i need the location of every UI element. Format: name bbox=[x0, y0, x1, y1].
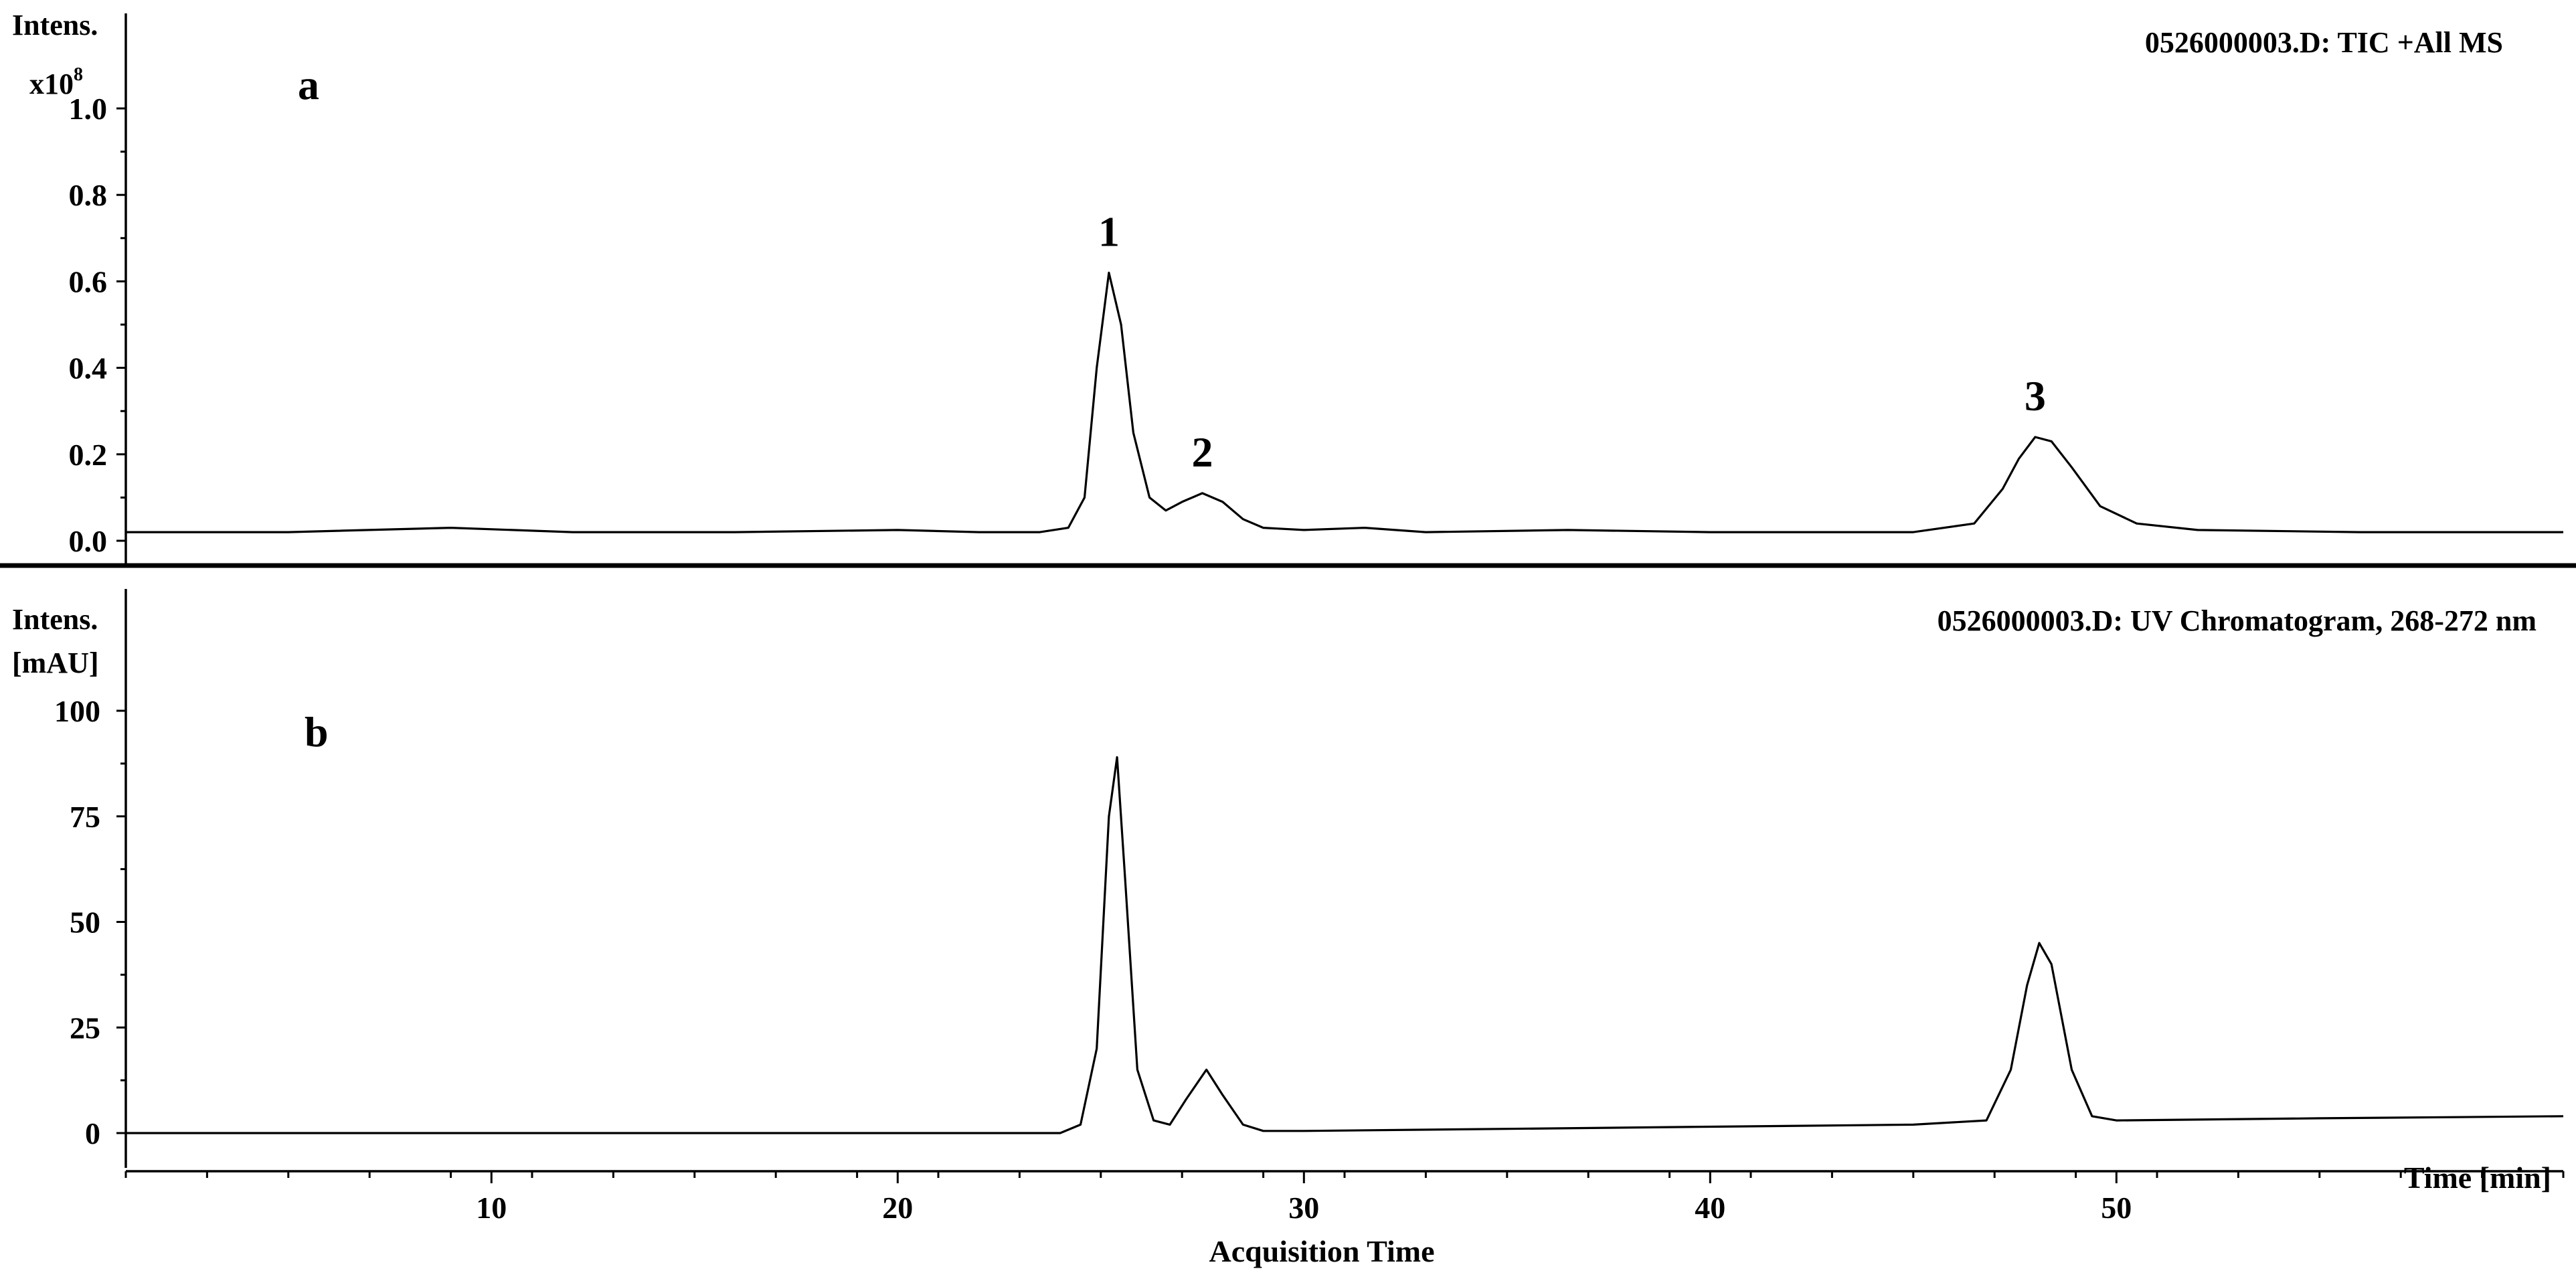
panel-a-y-tick-label-5: 1.0 bbox=[69, 92, 108, 126]
x-tick-label-4: 50 bbox=[2101, 1191, 2132, 1225]
panel-b-y-tick-label-0: 0 bbox=[85, 1116, 100, 1150]
panel-a-y-axis-label: Intens. bbox=[12, 9, 98, 41]
peak-label-3: 3 bbox=[2025, 372, 2046, 420]
panel-a-y-tick-label-4: 0.8 bbox=[69, 178, 108, 212]
panel-b-trace bbox=[126, 756, 2564, 1134]
x-axis-unit-label: Time [min] bbox=[2404, 1161, 2551, 1195]
panel-a-y-tick-label-1: 0.2 bbox=[69, 438, 108, 472]
x-tick-label-3: 40 bbox=[1695, 1191, 1725, 1225]
panel-b-y-tick-label-4: 100 bbox=[54, 694, 100, 728]
panel-a-letter: a bbox=[298, 61, 319, 108]
peak-label-2: 2 bbox=[1192, 428, 1213, 476]
panel-a-y-tick-label-0: 0.0 bbox=[69, 524, 108, 558]
panel-a-y-tick-label-2: 0.4 bbox=[69, 351, 108, 386]
panel-a-trace bbox=[126, 271, 2563, 533]
panel-b-y-axis-label: Intens. bbox=[12, 603, 98, 636]
peak-label-1: 1 bbox=[1098, 207, 1120, 255]
panel-a-y-multiplier-base: x10 bbox=[29, 68, 74, 100]
panel-a-y-tick-label-3: 0.6 bbox=[69, 264, 108, 298]
panel-b-y-tick-label-3: 75 bbox=[70, 800, 100, 834]
x-axis-label: Acquisition Time bbox=[1209, 1234, 1435, 1268]
panel-a-y-multiplier: x108 bbox=[29, 64, 83, 100]
panel-b-letter: b bbox=[305, 708, 329, 756]
panel-a-title: 0526000003.D: TIC +All MS bbox=[2145, 26, 2503, 59]
panel-b-title: 0526000003.D: UV Chromatogram, 268-272 n… bbox=[1938, 604, 2537, 637]
x-tick-label-2: 30 bbox=[1288, 1191, 1319, 1225]
panel-b-y-unit: [mAU] bbox=[12, 647, 99, 679]
x-tick-label-1: 20 bbox=[882, 1191, 913, 1225]
panel-a-y-multiplier-exp: 8 bbox=[74, 64, 83, 85]
panel-b-y-tick-label-2: 50 bbox=[70, 906, 100, 940]
x-tick-label-0: 10 bbox=[476, 1191, 507, 1225]
panel-b-y-tick-label-1: 25 bbox=[70, 1011, 100, 1045]
